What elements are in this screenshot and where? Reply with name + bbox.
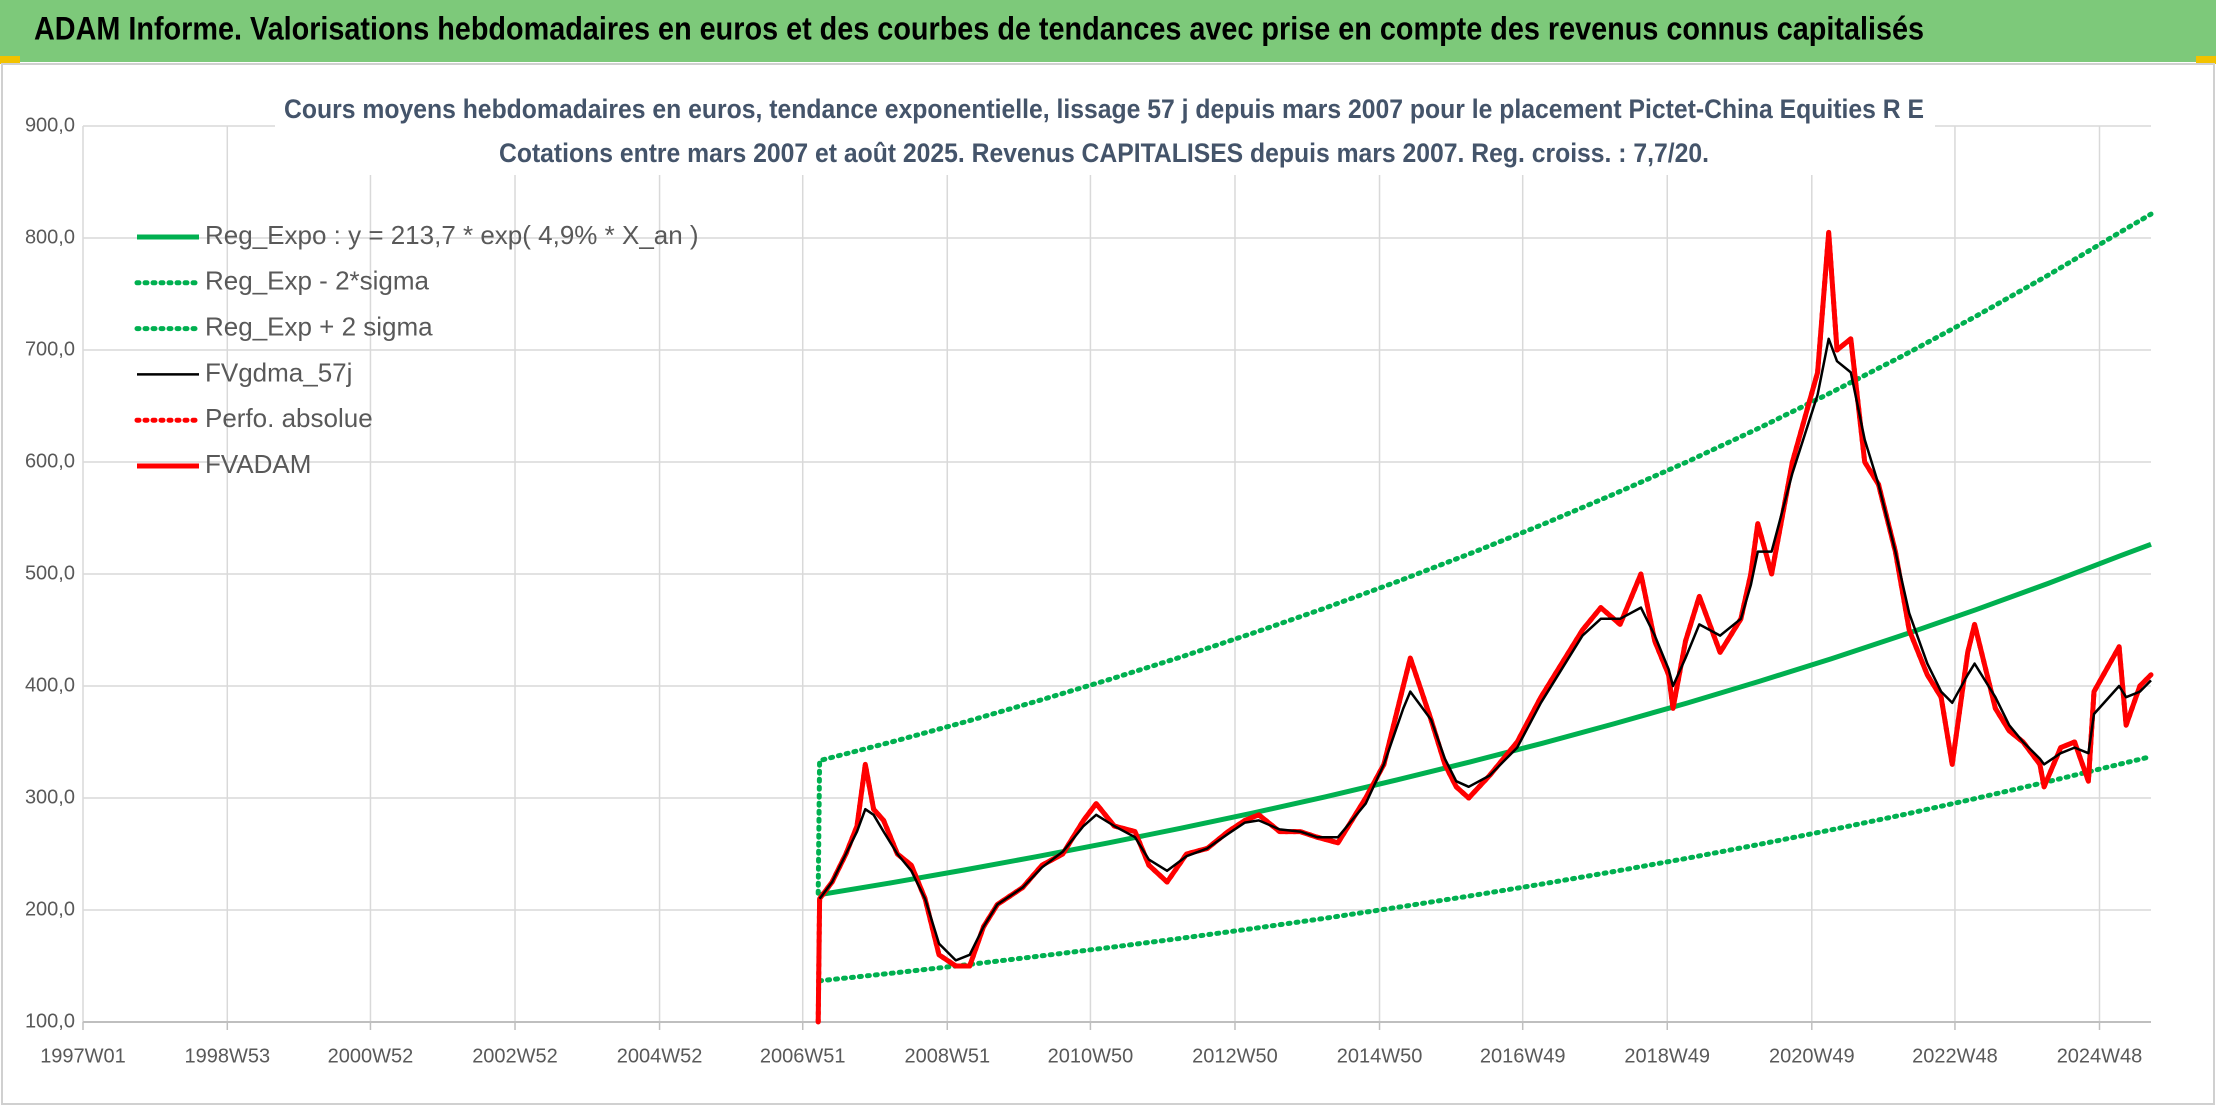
y-tick-label: 800,0 — [25, 226, 75, 248]
x-tick-label: 2024W48 — [2057, 1045, 2143, 1067]
x-tick-label: 2012W50 — [1192, 1045, 1278, 1067]
series-line — [815, 229, 2154, 1025]
legend-label: FVADAM — [205, 449, 311, 479]
x-tick-label: 2000W52 — [328, 1045, 414, 1067]
header-band — [0, 0, 2216, 62]
x-tick-label: 2016W49 — [1480, 1045, 1566, 1067]
x-tick-label: 2014W50 — [1337, 1045, 1423, 1067]
y-tick-label: 900,0 — [25, 114, 75, 136]
chart-border — [1, 63, 2215, 1105]
legend-label: Reg_Exp - 2*sigma — [205, 266, 430, 296]
x-tick-label: 1998W53 — [184, 1045, 270, 1067]
y-tick-label: 600,0 — [25, 450, 75, 472]
x-tick-label: 2004W52 — [617, 1045, 703, 1067]
x-tick-label: 2020W49 — [1769, 1045, 1855, 1067]
corner-mark — [0, 56, 20, 64]
series-line — [815, 229, 2153, 1023]
legend: Reg_Expo : y = 213,7 * exp( 4,9% * X_an … — [134, 220, 699, 479]
series-line — [819, 541, 2152, 898]
chart-subtitle: Cotations entre mars 2007 et août 2025. … — [499, 138, 1709, 168]
y-tick-label: 100,0 — [25, 1010, 75, 1032]
title-box — [275, 90, 1935, 175]
y-tick-label: 700,0 — [25, 338, 75, 360]
corner-mark — [2196, 56, 2216, 64]
grid: 100,0 200,0 300,0 400,0 500,0 600,0 700,0 800,0… — [25, 114, 2151, 1067]
x-tick-label: 2008W51 — [904, 1045, 990, 1067]
x-tick-label: 2006W51 — [760, 1045, 846, 1067]
y-tick-label: 400,0 — [25, 674, 75, 696]
chart-title: Cours moyens hebdomadaires en euros, ten… — [284, 94, 1924, 124]
series-line — [815, 211, 2154, 896]
legend-label: Perfo. absolue — [205, 403, 373, 433]
series-line — [817, 754, 2154, 984]
y-tick-label: 300,0 — [25, 786, 75, 808]
x-tick-label: 2022W48 — [1912, 1045, 1998, 1067]
legend-label: Reg_Exp + 2 sigma — [205, 311, 433, 341]
x-tick-label: 2002W52 — [472, 1045, 558, 1067]
header-title: ADAM Informe. Valorisations hebdomadaire… — [34, 10, 1924, 46]
x-tick-label: 2010W50 — [1048, 1045, 1134, 1067]
series-line — [818, 337, 2152, 962]
plot — [815, 211, 2154, 1025]
legend-label: Reg_Expo : y = 213,7 * exp( 4,9% * X_an … — [205, 220, 699, 250]
x-tick-label: 2018W49 — [1624, 1045, 1710, 1067]
x-tick-label: 1997W01 — [40, 1045, 126, 1067]
legend-label: FVgdma_57j — [205, 357, 352, 387]
y-tick-label: 200,0 — [25, 898, 75, 920]
y-tick-label: 500,0 — [25, 562, 75, 584]
